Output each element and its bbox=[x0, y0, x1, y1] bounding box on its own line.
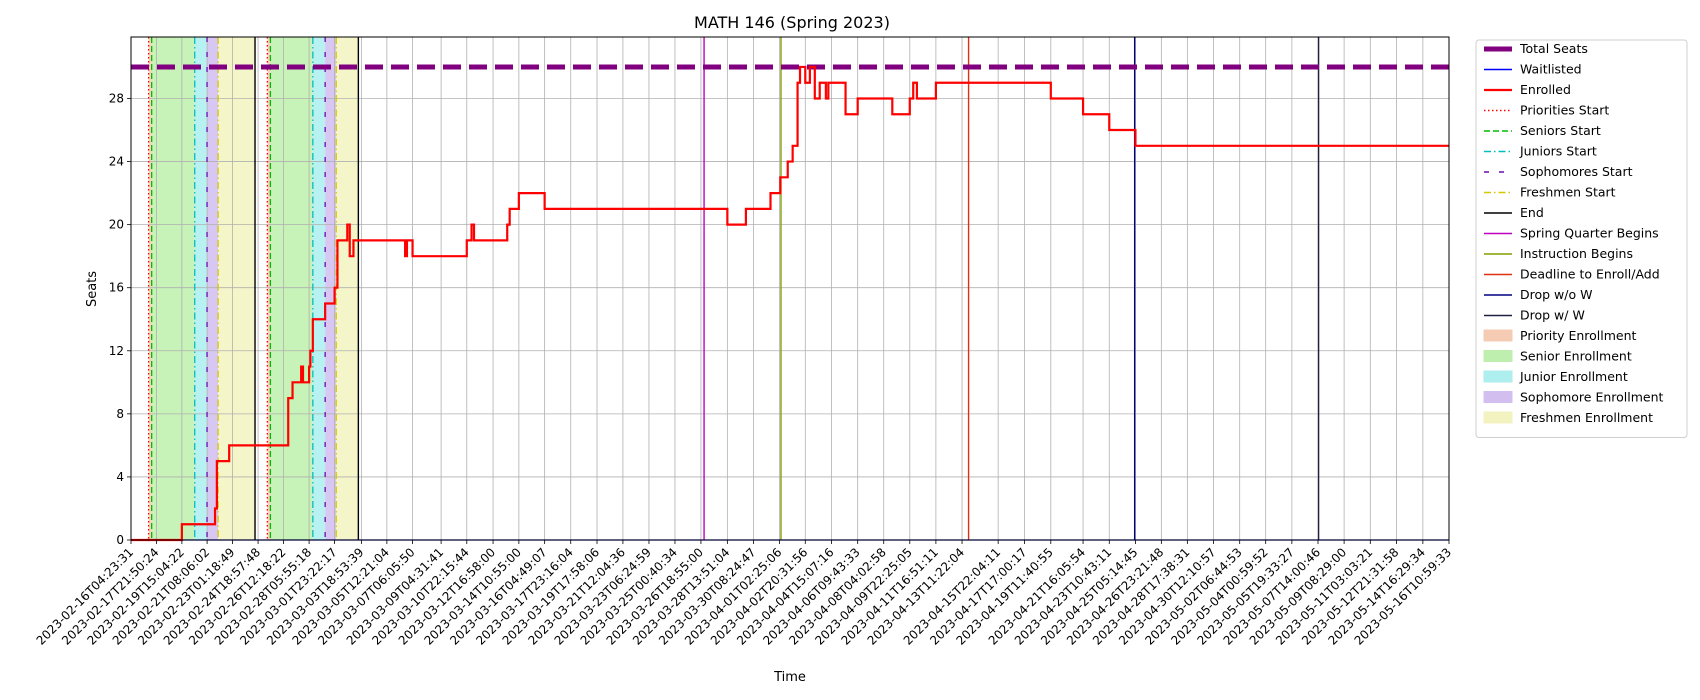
y-tick-label: 24 bbox=[109, 155, 124, 169]
legend-label: Total Seats bbox=[1519, 41, 1588, 56]
legend-swatch bbox=[1483, 411, 1513, 424]
legend-label: Senior Enrollment bbox=[1520, 349, 1632, 364]
shaded-regions bbox=[148, 37, 359, 540]
y-axis: 0 4 8 12 16 20 24 28 bbox=[109, 91, 131, 547]
legend-label: Drop w/ W bbox=[1520, 308, 1585, 323]
region-4-1 bbox=[336, 37, 359, 540]
legend-swatch bbox=[1483, 370, 1513, 383]
legend-label: Junior Enrollment bbox=[1519, 369, 1628, 384]
region-1-1 bbox=[270, 37, 313, 540]
legend-label: Freshmen Enrollment bbox=[1520, 410, 1653, 425]
legend-label: Priorities Start bbox=[1520, 103, 1609, 118]
y-tick-label: 4 bbox=[116, 470, 124, 484]
legend-label: Freshmen Start bbox=[1520, 185, 1616, 200]
legend-label: Instruction Begins bbox=[1520, 246, 1633, 261]
region-4-0 bbox=[218, 37, 256, 540]
legend-label: End bbox=[1520, 205, 1544, 220]
y-axis-label: Seats bbox=[85, 271, 100, 307]
legend-label: Spring Quarter Begins bbox=[1520, 226, 1659, 241]
legend-label: Waitlisted bbox=[1520, 62, 1582, 77]
legend-label: Priority Enrollment bbox=[1520, 328, 1637, 343]
legend: Total Seats Waitlisted Enrolled Priorities … bbox=[1475, 39, 1688, 438]
legend-label: Sophomore Enrollment bbox=[1520, 390, 1664, 405]
region-3-1 bbox=[325, 37, 337, 540]
x-axis: 2023-02-16T04:23:312023-02-17T21:50:2420… bbox=[34, 540, 1454, 648]
y-tick-label: 20 bbox=[109, 218, 124, 232]
legend-label: Seniors Start bbox=[1520, 123, 1601, 138]
y-tick-label: 16 bbox=[109, 281, 124, 295]
legend-label: Enrolled bbox=[1520, 82, 1571, 97]
legend-label: Drop w/o W bbox=[1520, 287, 1592, 302]
legend-swatch bbox=[1483, 350, 1513, 362]
legend-label: Juniors Start bbox=[1519, 144, 1597, 159]
region-0-0 bbox=[148, 37, 152, 540]
x-axis-label: Time bbox=[773, 670, 806, 685]
legend-swatch bbox=[1483, 329, 1513, 342]
region-2-1 bbox=[312, 37, 326, 540]
legend-label: Sophomores Start bbox=[1520, 164, 1633, 179]
y-tick-label: 12 bbox=[109, 344, 124, 358]
y-tick-label: 8 bbox=[116, 407, 124, 421]
region-3-0 bbox=[207, 37, 219, 540]
legend-swatch bbox=[1483, 391, 1513, 403]
legend-box bbox=[1475, 39, 1688, 438]
plot-frame bbox=[130, 36, 1450, 541]
legend-label: Deadline to Enroll/Add bbox=[1520, 267, 1660, 282]
region-0-1 bbox=[267, 37, 271, 540]
y-tick-label: 28 bbox=[109, 91, 124, 105]
region-1-0 bbox=[151, 37, 195, 540]
region-2-0 bbox=[194, 37, 208, 540]
series-line-2 bbox=[131, 65, 1449, 542]
chart-title: MATH 146 (Spring 2023) bbox=[694, 13, 890, 32]
y-tick-label: 0 bbox=[116, 533, 124, 547]
